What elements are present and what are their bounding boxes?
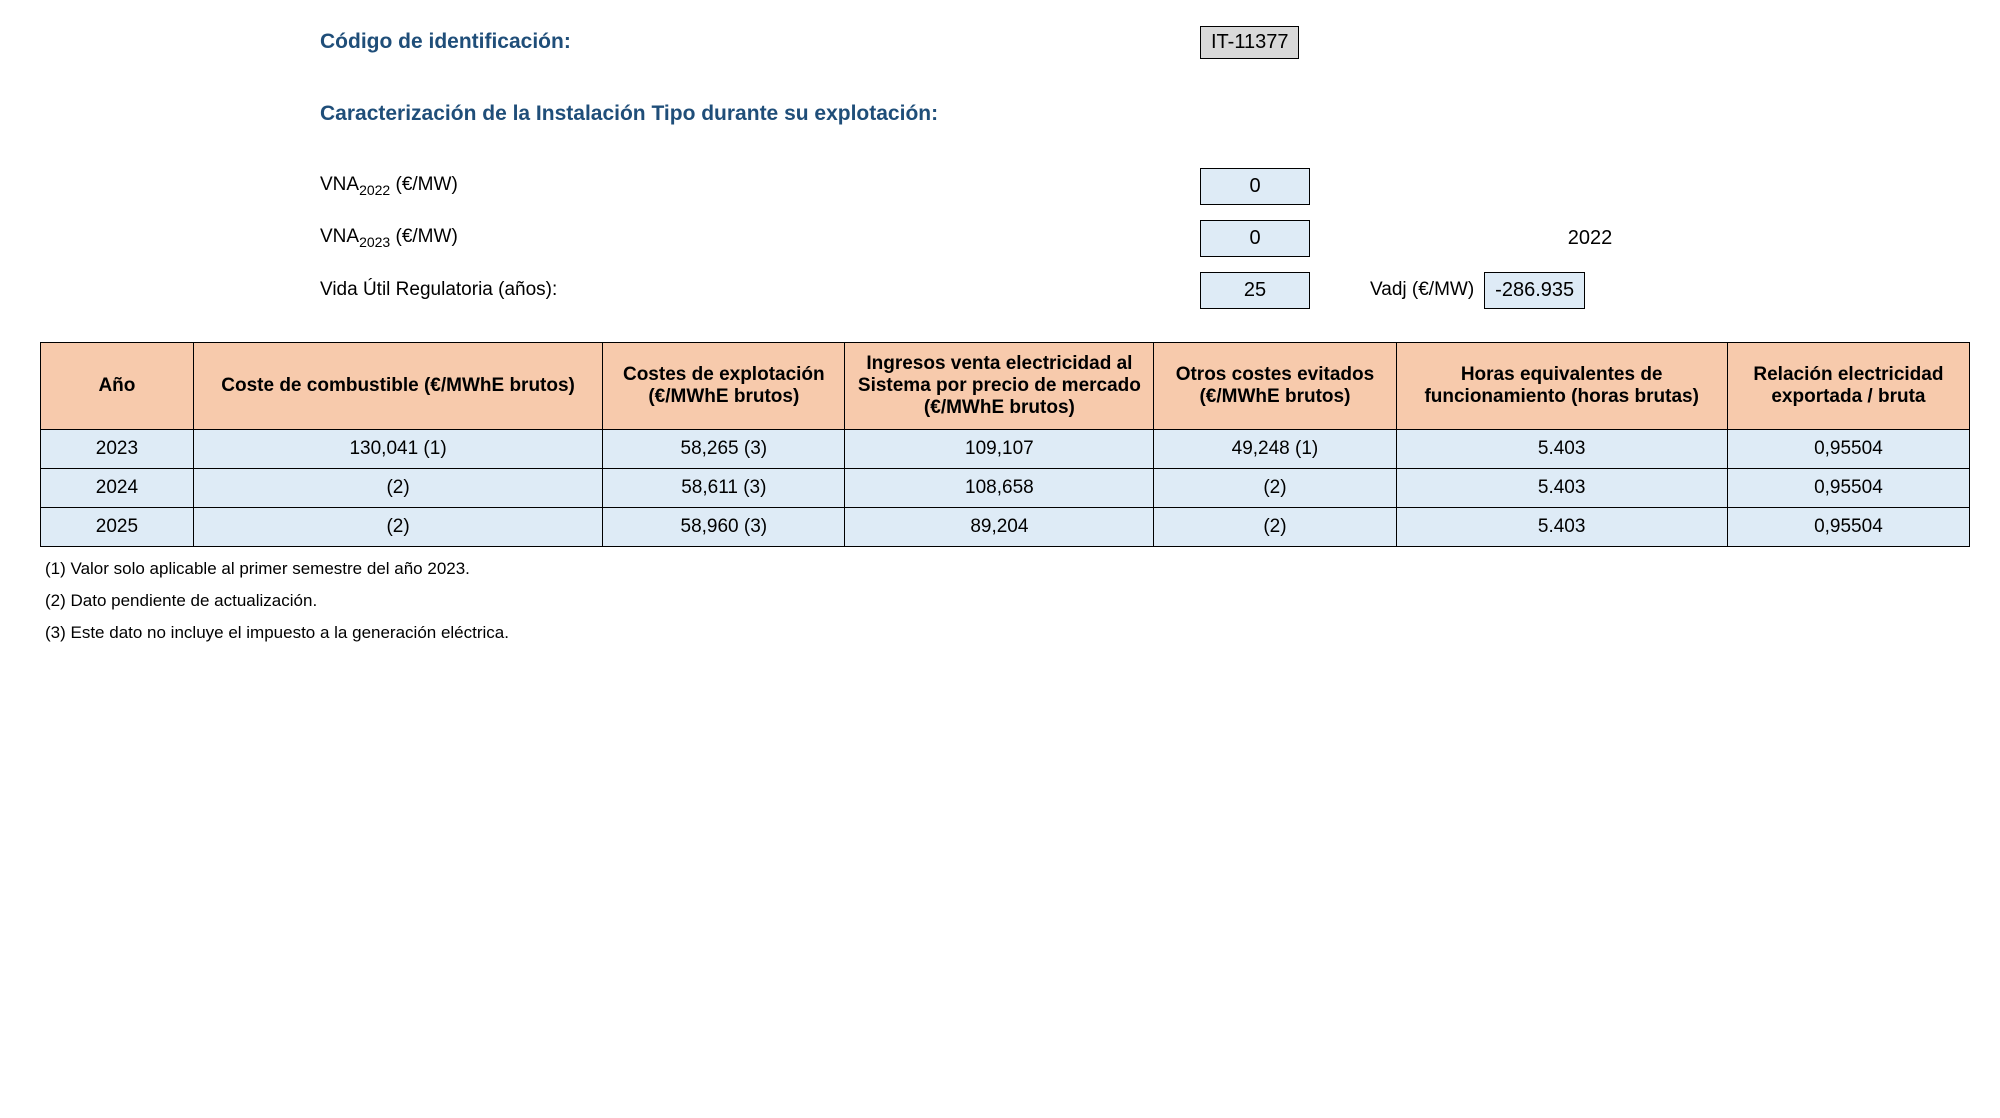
- vida-value: 25: [1200, 272, 1310, 309]
- vna2023-label: VNA2023 (€/MW): [320, 226, 900, 250]
- table-row: 2023130,041 (1)58,265 (3)109,10749,248 (…: [41, 430, 1970, 469]
- col-header: Ingresos venta electricidad al Sistema p…: [845, 343, 1154, 430]
- vida-row: Vida Útil Regulatoria (años): 25 Vadj (€…: [320, 268, 1980, 312]
- footnote: (3) Este dato no incluye el impuesto a l…: [45, 623, 1980, 643]
- table-cell: 2025: [41, 508, 194, 547]
- table-cell: 109,107: [845, 430, 1154, 469]
- table-cell: 58,960 (3): [603, 508, 845, 547]
- footnote: (2) Dato pendiente de actualización.: [45, 591, 1980, 611]
- table-row: 2025(2)58,960 (3)89,204(2)5.4030,95504: [41, 508, 1970, 547]
- table-cell: 89,204: [845, 508, 1154, 547]
- col-header: Año: [41, 343, 194, 430]
- col-header: Costes de explotación (€/MWhE brutos): [603, 343, 845, 430]
- caract-label: Caracterización de la Instalación Tipo d…: [320, 102, 938, 126]
- col-header: Relación electricidad exportada / bruta: [1727, 343, 1969, 430]
- table-cell: (2): [1154, 508, 1396, 547]
- year-2022-plain: 2022: [1530, 227, 1650, 250]
- vna2023-extra: 2022: [1370, 227, 1650, 250]
- table-head: AñoCoste de combustible (€/MWhE brutos)C…: [41, 343, 1970, 430]
- table-body: 2023130,041 (1)58,265 (3)109,10749,248 (…: [41, 430, 1970, 547]
- table-cell: 5.403: [1396, 469, 1727, 508]
- vna2022-label: VNA2022 (€/MW): [320, 174, 900, 198]
- vna2023-row: VNA2023 (€/MW) 0 2022: [320, 216, 1980, 260]
- table-cell: 0,95504: [1727, 508, 1969, 547]
- vna2023-value: 0: [1200, 220, 1310, 257]
- table-cell: 58,265 (3): [603, 430, 845, 469]
- vadj-label: Vadj (€/MW): [1370, 279, 1474, 301]
- table-cell: 0,95504: [1727, 430, 1969, 469]
- header-block: Código de identificación: IT-11377 Carac…: [320, 20, 1980, 312]
- vida-label: Vida Útil Regulatoria (años):: [320, 279, 900, 301]
- table-cell: (2): [1154, 469, 1396, 508]
- table-cell: 5.403: [1396, 430, 1727, 469]
- vna2022-value: 0: [1200, 168, 1310, 205]
- id-label: Código de identificación:: [320, 30, 900, 54]
- data-table: AñoCoste de combustible (€/MWhE brutos)C…: [40, 342, 1970, 547]
- table-cell: 58,611 (3): [603, 469, 845, 508]
- col-header: Horas equivalentes de funcionamiento (ho…: [1396, 343, 1727, 430]
- caract-row: Caracterización de la Instalación Tipo d…: [320, 92, 1980, 136]
- table-cell: 130,041 (1): [193, 430, 602, 469]
- table-cell: 2023: [41, 430, 194, 469]
- table-cell: (2): [193, 469, 602, 508]
- col-header: Coste de combustible (€/MWhE brutos): [193, 343, 602, 430]
- vadj-value: -286.935: [1484, 272, 1585, 309]
- table-cell: (2): [193, 508, 602, 547]
- vna2022-row: VNA2022 (€/MW) 0: [320, 164, 1980, 208]
- table-row: 2024(2)58,611 (3)108,658(2)5.4030,95504: [41, 469, 1970, 508]
- id-value-box: IT-11377: [1200, 26, 1299, 59]
- id-row: Código de identificación: IT-11377: [320, 20, 1980, 64]
- table-cell: 108,658: [845, 469, 1154, 508]
- vadj-block: Vadj (€/MW) -286.935: [1370, 272, 1585, 309]
- footnotes: (1) Valor solo aplicable al primer semes…: [45, 559, 1980, 643]
- table-cell: 0,95504: [1727, 469, 1969, 508]
- col-header: Otros costes evitados (€/MWhE brutos): [1154, 343, 1396, 430]
- footnote: (1) Valor solo aplicable al primer semes…: [45, 559, 1980, 579]
- table-cell: 49,248 (1): [1154, 430, 1396, 469]
- table-cell: 5.403: [1396, 508, 1727, 547]
- table-cell: 2024: [41, 469, 194, 508]
